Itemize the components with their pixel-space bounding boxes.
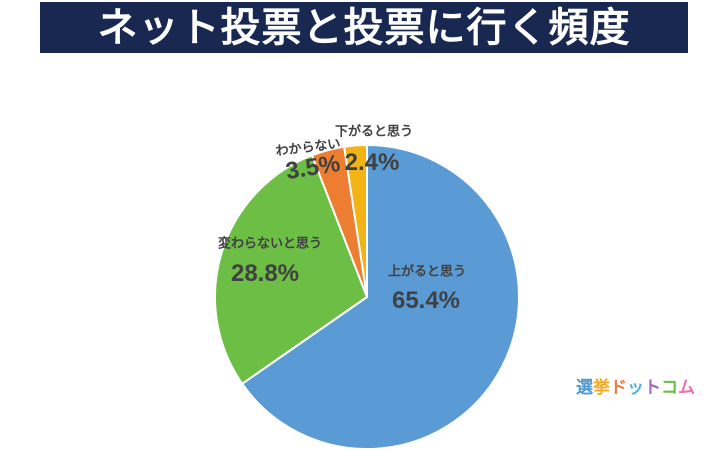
title-banner: ネット投票と投票に行く頻度: [40, 2, 688, 53]
slice-label-kawaranai: 変わらないと思う: [217, 235, 323, 251]
slice-value-sagaru: 2.4%: [344, 149, 400, 176]
slice-label-agaru: 上がると思う: [387, 263, 467, 279]
logo-char: ム: [678, 378, 695, 397]
senkyo-dotcom-logo: 選挙ドットコム: [576, 373, 695, 398]
pie-slice-変わらないと思う: [214, 154, 368, 385]
pie-slice-下がると思う: [343, 144, 368, 298]
logo-char: 選: [576, 378, 593, 397]
pie-chart: 上がると思う 65.4% 変わらないと思う 28.8% わからない 3.5% 下…: [0, 53, 720, 450]
logo-char: ト: [644, 378, 661, 397]
slice-value-agaru: 65.4%: [391, 287, 461, 314]
logo-char: 挙: [593, 378, 610, 397]
logo-char: ド: [610, 378, 627, 397]
slice-value-kawaranai: 28.8%: [230, 260, 300, 287]
pie-graphic: [214, 144, 520, 450]
logo-char: コ: [661, 378, 678, 397]
slice-label-sagaru: 下がると思う: [334, 123, 414, 139]
logo-char: ッ: [627, 378, 644, 397]
page-title: ネット投票と投票に行く頻度: [97, 5, 631, 50]
